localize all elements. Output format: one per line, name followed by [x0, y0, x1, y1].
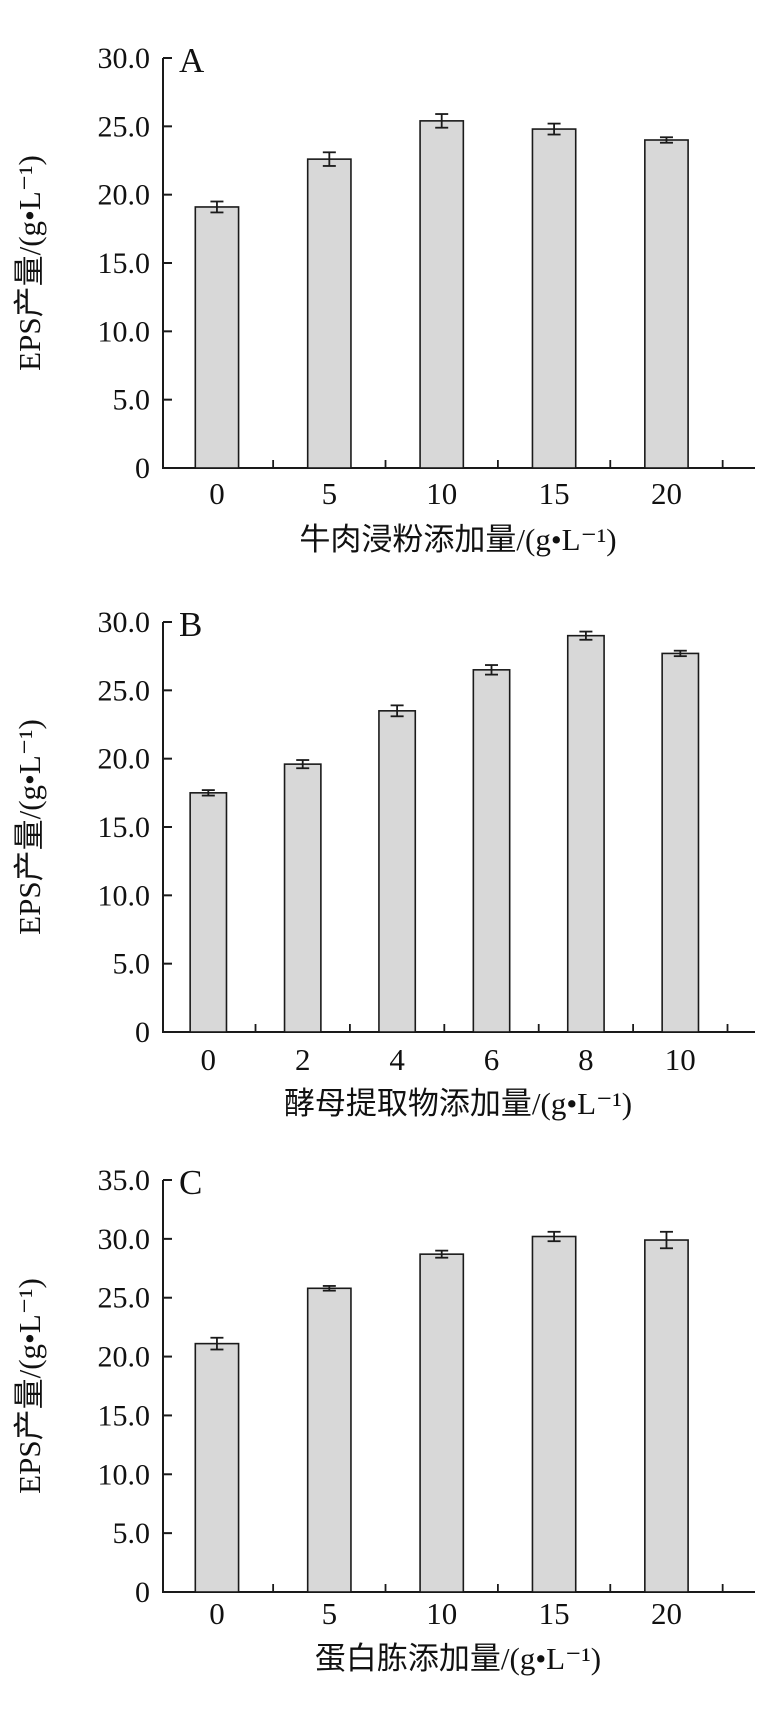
chart-panel-b: 0 5.0 10.0 15.0 20.0 25.0 30.0 0 2 4 6 8 10 B 酵母提取物添加量…: [0, 570, 783, 1140]
panel-letter: B: [179, 605, 202, 644]
y-tick-label: 30.0: [98, 42, 151, 75]
bar: [306, 158, 352, 469]
bar: [194, 206, 240, 469]
x-axis-title: 牛肉浸粉添加量/(g•L⁻¹): [299, 522, 616, 557]
y-tick-label: 10.0: [98, 315, 151, 348]
x-tick-label: 10: [665, 1042, 696, 1077]
chart-svg-b: 0 5.0 10.0 15.0 20.0 25.0 30.0 0 2 4 6 8 10 B 酵母提取物添加量…: [12, 605, 755, 1121]
y-tick-label: 15.0: [98, 811, 151, 844]
panel-letter: A: [179, 41, 205, 80]
y-tick-label: 0: [135, 1576, 150, 1609]
x-tick-label: 10: [426, 476, 457, 511]
y-tick-label: 5.0: [113, 1517, 151, 1550]
bar: [194, 1342, 240, 1593]
y-tick-label: 15.0: [98, 1399, 151, 1432]
x-tick-label: 2: [295, 1042, 311, 1077]
chart-panel-a: 0 5.0 10.0 15.0 20.0 25.0 30.0 0 5 10 15 20 A 牛肉浸粉添加量…: [0, 0, 783, 570]
panel-letter: C: [179, 1163, 202, 1202]
y-tick-label: 10.0: [98, 879, 151, 912]
y-tick-label: 35.0: [98, 1164, 151, 1197]
bar: [661, 652, 700, 1033]
y-tick-label: 5.0: [113, 948, 151, 981]
x-tick-label: 0: [209, 1596, 225, 1631]
y-tick-label: 25.0: [98, 1282, 151, 1315]
y-tick-label: 30.0: [98, 606, 151, 639]
x-tick-label: 8: [578, 1042, 594, 1077]
bar: [378, 710, 417, 1033]
chart-svg-c: 0 5.0 10.0 15.0 20.0 25.0 30.0 35.0 0 5 10 15 20 C 蛋白胨…: [12, 1163, 755, 1676]
y-tick-label: 20.0: [98, 1341, 151, 1374]
chart-panel-c: 0 5.0 10.0 15.0 20.0 25.0 30.0 35.0 0 5 10 15 20 C 蛋白胨…: [0, 1140, 783, 1715]
y-tick-label: 10.0: [98, 1458, 151, 1491]
x-tick-label: 10: [426, 1596, 457, 1631]
x-tick-label: 0: [201, 1042, 217, 1077]
y-axis-title: EPS产量/(g•L⁻¹): [12, 1278, 47, 1494]
y-tick-label: 20.0: [98, 179, 151, 212]
x-tick-label: 0: [209, 476, 225, 511]
y-tick-label: 0: [135, 452, 150, 485]
bar: [419, 120, 465, 469]
x-axis-title: 酵母提取物添加量/(g•L⁻¹): [284, 1086, 632, 1121]
bar: [189, 792, 228, 1033]
x-axis-title: 蛋白胨添加量/(g•L⁻¹): [315, 1641, 601, 1676]
y-tick-label: 25.0: [98, 674, 151, 707]
bar: [306, 1287, 352, 1593]
y-tick-label: 15.0: [98, 247, 151, 280]
x-tick-label: 15: [539, 1596, 570, 1631]
y-axis-title: EPS产量/(g•L⁻¹): [12, 719, 47, 935]
bar: [644, 139, 689, 469]
bar: [472, 669, 511, 1033]
chart-svg-a: 0 5.0 10.0 15.0 20.0 25.0 30.0 0 5 10 15 20 A 牛肉浸粉添加量…: [12, 41, 755, 557]
bar: [531, 128, 577, 469]
x-tick-label: 6: [484, 1042, 500, 1077]
y-tick-label: 25.0: [98, 110, 151, 143]
y-tick-label: 30.0: [98, 1223, 151, 1256]
y-tick-label: 0: [135, 1016, 150, 1049]
bar: [419, 1253, 465, 1593]
x-tick-label: 4: [389, 1042, 405, 1077]
x-tick-label: 20: [651, 476, 682, 511]
y-axis-title: EPS产量/(g•L⁻¹): [12, 155, 47, 371]
x-tick-label: 5: [322, 476, 338, 511]
y-tick-label: 20.0: [98, 743, 151, 776]
bar: [283, 763, 322, 1033]
x-tick-label: 15: [539, 476, 570, 511]
bar: [566, 634, 605, 1033]
bar: [531, 1235, 577, 1593]
x-tick-label: 5: [322, 1596, 338, 1631]
bar: [644, 1239, 689, 1593]
y-tick-label: 5.0: [113, 384, 151, 417]
x-tick-label: 20: [651, 1596, 682, 1631]
